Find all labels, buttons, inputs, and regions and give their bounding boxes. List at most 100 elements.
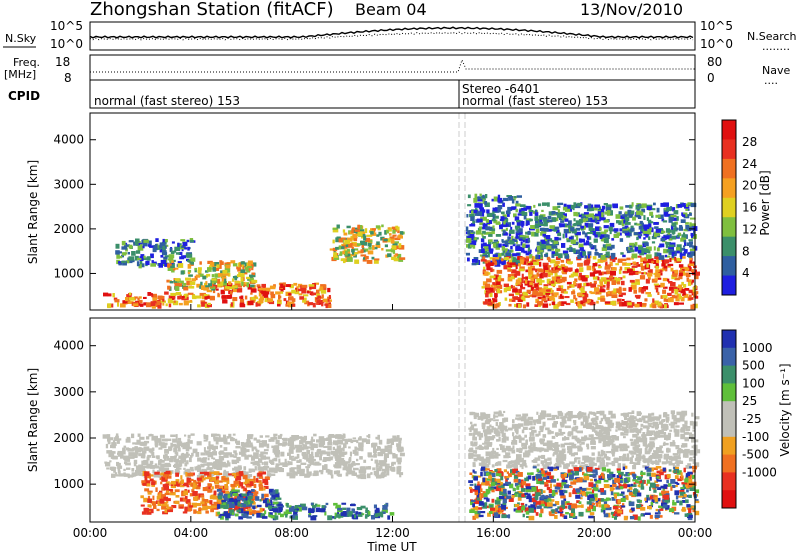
velocity-echo-cell [591, 426, 595, 430]
power-echo-cell [163, 239, 165, 242]
velocity-echo-cell [682, 443, 688, 447]
velocity-echo-cell [672, 440, 674, 444]
beam-label: Beam 04 [355, 0, 427, 19]
velocity-echo-cell [379, 466, 383, 469]
velocity-echo-cell [261, 494, 264, 499]
velocity-echo-cell [114, 437, 119, 441]
power-echo-cell [526, 302, 529, 306]
velocity-echo-cell [512, 432, 514, 436]
power-echo-cell [278, 300, 281, 302]
freq-tick-high: 18 [55, 55, 70, 69]
velocity-echo-cell [528, 446, 534, 448]
velocity-echo-cell [595, 425, 601, 429]
power-echo-cell [528, 263, 534, 265]
velocity-echo-cell [589, 411, 592, 414]
power-echo-cell [563, 234, 565, 239]
velocity-echo-cell [236, 457, 240, 461]
velocity-echo-cell [175, 489, 180, 492]
velocity-echo-cell [196, 503, 201, 506]
power-echo-cell [677, 204, 682, 208]
power-echo-cell [476, 230, 482, 234]
power-echo-cell [497, 209, 501, 212]
velocity-echo-cell [134, 462, 137, 466]
power-echo-cell [299, 293, 303, 295]
velocity-echo-cell [220, 437, 223, 440]
velocity-echo-cell [260, 508, 263, 513]
power-echo-cell [372, 228, 376, 230]
velocity-echo-cell [302, 453, 306, 457]
velocity-echo-cell [232, 468, 234, 471]
velocity-echo-cell [267, 500, 269, 504]
velocity-echo-cell [492, 464, 495, 467]
velocity-echo-cell [254, 492, 257, 496]
power-echo-cell [386, 249, 392, 251]
velocity-echo-cell [667, 449, 669, 453]
power-echo-cell [679, 303, 684, 305]
power-echo-cell [594, 234, 597, 237]
power-echo-cell [632, 202, 634, 206]
power-echo-cell [571, 291, 575, 294]
velocity-echo-cell [197, 511, 201, 514]
power-echo-cell [534, 304, 538, 307]
power-echo-cell [509, 294, 514, 297]
noise-right-tick-low: 10^0 [700, 37, 733, 51]
velocity-echo-cell [205, 511, 209, 514]
velocity-echo-cell [216, 463, 218, 468]
power-echo-cell [249, 268, 251, 271]
velocity-echo-cell [470, 484, 474, 486]
velocity-echo-cell [217, 489, 222, 492]
power-echo-cell [542, 234, 546, 237]
velocity-echo-cell [493, 414, 495, 419]
power-echo-cell [654, 246, 656, 250]
velocity-echo-cell [183, 490, 188, 495]
power-echo-cell [311, 293, 316, 296]
power-echo-cell [522, 243, 525, 247]
power-echo-cell [347, 257, 353, 262]
velocity-echo-cell [326, 503, 329, 505]
velocity-echo-cell [211, 434, 214, 437]
velocity-echo-cell [628, 412, 632, 414]
power-echo-cell [170, 293, 176, 296]
power-echo-cell [128, 256, 134, 260]
power-echo-cell [637, 262, 639, 264]
velocity-echo-cell [341, 503, 346, 505]
velocity-echo-cell [238, 504, 243, 506]
velocity-echo-layer [103, 410, 701, 520]
power-echo-cell [250, 285, 255, 288]
power-echo-cell [191, 278, 196, 281]
velocity-echo-cell [527, 421, 533, 426]
velocity-echo-cell [493, 419, 499, 421]
velocity-echo-cell [147, 499, 152, 503]
velocity-echo-cell [181, 444, 185, 448]
power-echo-cell [611, 238, 614, 241]
power-echo-cell [150, 263, 156, 267]
power-echo-cell [692, 280, 694, 283]
power-echo-cell [155, 238, 158, 242]
velocity-echo-cell [671, 444, 674, 446]
velocity-echo-cell [540, 439, 542, 444]
power-echo-cell [210, 296, 215, 301]
power-echo-cell [381, 248, 383, 251]
power-echo-cell [683, 232, 685, 235]
velocity-echo-cell [160, 499, 165, 504]
power-echo-cell [538, 203, 541, 206]
velocity-echo-cell [359, 469, 365, 473]
velocity-echo-cell [200, 472, 205, 474]
power-echo-cell [198, 270, 202, 273]
velocity-echo-cell [207, 483, 211, 486]
power-echo-cell [503, 198, 508, 201]
power-echo-cell [622, 231, 628, 233]
velocity-echo-cell [148, 492, 152, 495]
power-echo-cell [558, 285, 561, 288]
power-echo-cell [593, 256, 597, 259]
velocity-echo-cell [219, 473, 223, 475]
velocity-echo-cell [229, 504, 235, 508]
power-echo-cell [663, 278, 668, 281]
power-echo-cell [661, 231, 666, 234]
power-echo-cell [481, 243, 483, 248]
velocity-echo-cell [578, 412, 584, 415]
velocity-echo-cell [561, 444, 566, 448]
velocity-echo-cell [375, 473, 379, 477]
velocity-echo-cell [155, 466, 160, 469]
power-echo-cell [602, 206, 605, 210]
